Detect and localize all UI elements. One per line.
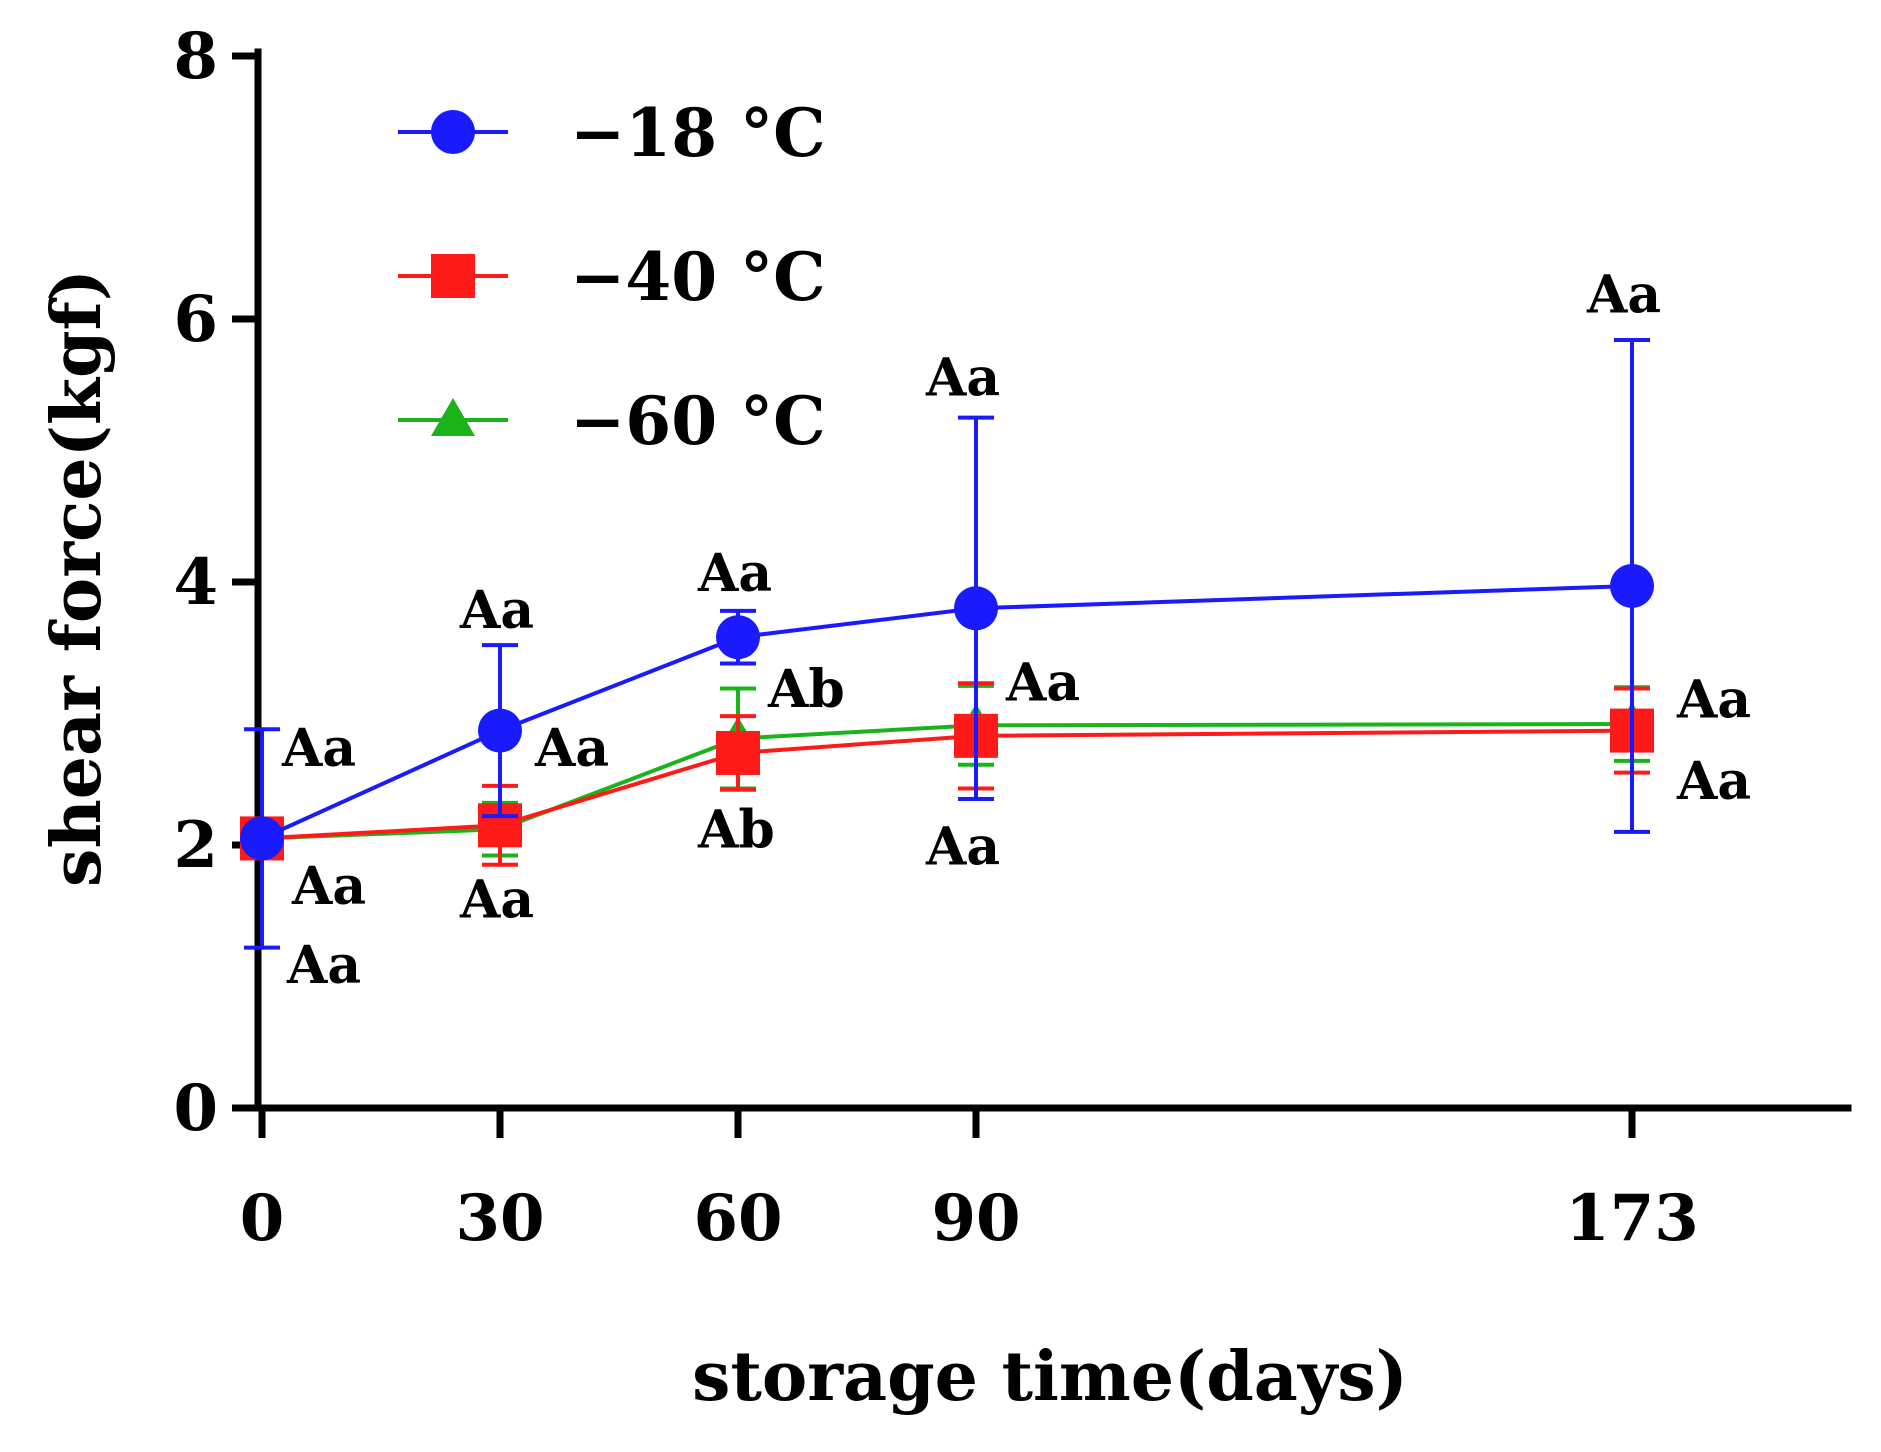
series-0 xyxy=(240,338,1654,950)
significance-label: Aa xyxy=(1676,751,1751,812)
x-tick-label: 30 xyxy=(455,1181,544,1256)
legend-marker xyxy=(431,254,475,298)
y-tick-label: 4 xyxy=(173,545,218,620)
legend-label: −18 °C xyxy=(570,94,826,172)
significance-label: Aa xyxy=(925,347,1000,408)
y-tick-label: 2 xyxy=(173,808,218,883)
significance-label: Aa xyxy=(1676,669,1751,730)
legend-marker xyxy=(431,398,475,436)
x-tick-label: 60 xyxy=(693,1181,782,1256)
significance-label: Aa xyxy=(459,869,534,930)
series-layer xyxy=(240,338,1654,950)
legend: −18 °C −40 °C −60 °C xyxy=(398,94,826,460)
legend-item-2: −60 °C xyxy=(398,382,826,460)
legend-item-0: −18 °C xyxy=(398,94,826,172)
significance-label: Aa xyxy=(1005,652,1080,713)
significance-label: Ab xyxy=(767,659,845,720)
legend-label: −40 °C xyxy=(570,238,826,316)
data-point xyxy=(716,615,760,660)
x-tick-label: 0 xyxy=(240,1181,285,1256)
legend-marker xyxy=(431,110,475,154)
data-point xyxy=(954,586,998,631)
significance-label: Aa xyxy=(1586,264,1661,325)
y-axis-title: shear force(kgf) xyxy=(37,269,117,887)
y-tick-label: 8 xyxy=(173,19,218,94)
significance-label: Aa xyxy=(697,543,772,604)
significance-label: Aa xyxy=(925,817,1000,878)
x-tick-label: 90 xyxy=(931,1181,1020,1256)
data-point xyxy=(716,730,760,775)
significance-label: Aa xyxy=(459,580,534,641)
x-tick-label: 173 xyxy=(1565,1181,1699,1256)
legend-label: −60 °C xyxy=(570,382,826,460)
legend-item-1: −40 °C xyxy=(398,238,826,316)
y-tick-label: 0 xyxy=(173,1071,218,1146)
data-point xyxy=(478,708,522,753)
axes: 0 2 4 6 8 0 30 60 90 173 xyxy=(173,19,1852,1256)
x-axis-title: storage time(days) xyxy=(692,1337,1408,1417)
data-point xyxy=(240,816,284,861)
significance-label: Aa xyxy=(286,935,361,996)
significance-label: Ab xyxy=(697,800,775,861)
significance-label: Aa xyxy=(291,856,366,917)
data-point xyxy=(1610,563,1654,608)
y-tick-label: 6 xyxy=(173,282,218,357)
annotation-layer: Aa Aa Aa Aa Aa Aa Aa Ab Ab Aa Aa Aa Aa Aa Aa xyxy=(281,264,1751,996)
significance-label: Aa xyxy=(281,718,356,779)
significance-label: Aa xyxy=(534,718,609,779)
